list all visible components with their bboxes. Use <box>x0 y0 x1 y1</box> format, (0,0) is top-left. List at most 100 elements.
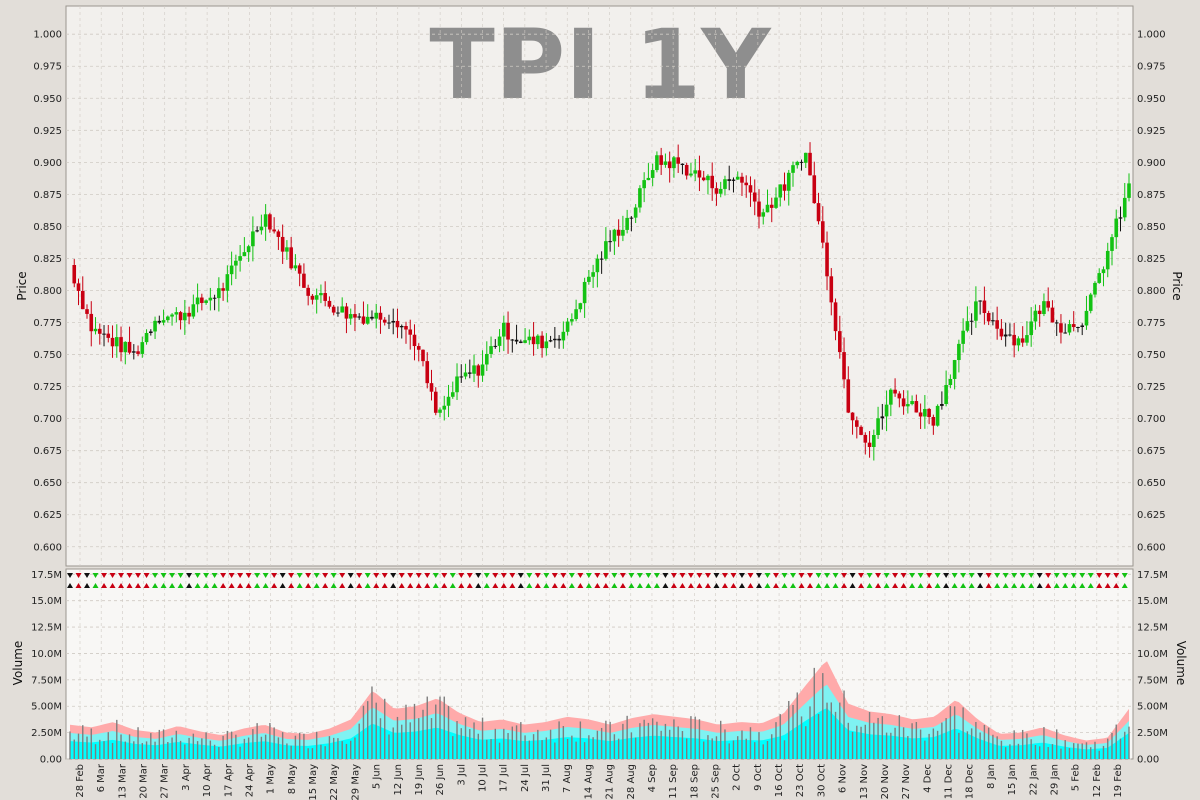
signal-marker <box>347 573 354 588</box>
date-tick-label: 25 Sep <box>711 764 722 799</box>
signal-marker <box>398 573 405 588</box>
signal-marker <box>645 573 652 588</box>
candle-body <box>1063 332 1068 334</box>
candle-body <box>774 197 778 208</box>
candle-body <box>659 155 663 165</box>
candle-body <box>982 300 987 314</box>
date-tick-label: 22 May <box>329 764 340 800</box>
candle-body <box>255 230 259 232</box>
date-tick-label: 20 Nov <box>880 764 891 800</box>
candle-body <box>833 302 838 332</box>
candle-body <box>502 322 506 337</box>
signal-marker <box>313 573 320 588</box>
candle-body <box>140 342 145 354</box>
signal-marker <box>968 573 975 588</box>
volume-tick-label-left: 0.00 <box>40 755 62 766</box>
signal-marker <box>356 573 363 588</box>
price-tick-label-left: 0.800 <box>33 286 62 297</box>
date-tick-label: 19 Jun <box>414 764 425 796</box>
candle-body <box>306 287 310 296</box>
candle-body <box>676 157 680 164</box>
candle-body <box>1050 307 1055 323</box>
candle-body <box>149 331 153 333</box>
date-tick-label: 16 Oct <box>774 764 785 797</box>
signal-marker <box>670 573 677 588</box>
candle-body <box>1076 327 1080 329</box>
price-tick-label-right: 0.900 <box>1137 158 1166 169</box>
candle-body <box>144 332 149 343</box>
signal-marker <box>1053 573 1060 588</box>
signal-marker <box>390 573 397 588</box>
date-tick-label: 17 Apr <box>223 763 234 797</box>
candle-body <box>570 319 574 322</box>
candle-body <box>331 306 336 313</box>
candle-body <box>229 265 234 275</box>
date-tick-label: 6 Mar <box>96 763 107 792</box>
date-tick-label: 24 Jul <box>520 764 531 792</box>
volume-tick-label-right: 10.0M <box>1137 649 1168 660</box>
signal-marker <box>985 573 992 588</box>
candle-body <box>1097 273 1102 283</box>
candle-body <box>217 288 221 299</box>
signal-marker <box>781 573 788 588</box>
signal-marker <box>1036 573 1043 588</box>
signal-marker <box>296 573 303 588</box>
candle-body <box>195 297 200 305</box>
candle-body <box>238 256 242 261</box>
price-tick-label-left: 0.725 <box>33 382 62 393</box>
candle-body <box>259 226 264 231</box>
date-tick-label: 10 Jul <box>477 764 488 792</box>
signal-marker <box>288 573 295 588</box>
candle-body <box>242 252 247 257</box>
signal-marker <box>449 573 456 588</box>
candle-body <box>136 351 140 354</box>
candle-body <box>918 412 923 417</box>
date-tick-label: 24 Apr <box>244 763 255 797</box>
volume-tick-label-right: 0.00 <box>1137 755 1159 766</box>
candle-body <box>340 306 344 313</box>
candle-body <box>680 163 685 165</box>
candle-body <box>510 339 515 341</box>
signal-marker <box>738 573 745 588</box>
date-tick-label: 5 Feb <box>1071 764 1082 791</box>
date-tick-label: 4 Dec <box>922 764 933 793</box>
candle-body <box>1114 218 1119 238</box>
candle-body <box>859 426 863 435</box>
signal-marker <box>271 573 278 588</box>
price-tick-label-right: 0.600 <box>1137 542 1166 553</box>
candle-body <box>701 177 706 181</box>
candle-body <box>906 404 910 407</box>
candle-body <box>114 337 119 347</box>
candle-body <box>183 312 187 321</box>
candle-body <box>348 314 353 319</box>
date-tick-label: 2 Oct <box>732 764 743 791</box>
candle-body <box>208 297 213 301</box>
signal-marker <box>909 573 916 588</box>
date-tick-label: 8 May <box>287 764 298 794</box>
candle-body <box>769 204 774 208</box>
candle-body <box>391 320 396 323</box>
volume-tick-label-right: 2.50M <box>1137 728 1168 739</box>
candle-body <box>225 274 230 291</box>
signal-marker <box>585 573 592 588</box>
candle-body <box>251 231 255 247</box>
signal-marker <box>1019 573 1026 588</box>
candle-body <box>876 418 880 435</box>
candle-body <box>940 404 944 406</box>
candle-body <box>799 161 804 163</box>
candle-body <box>795 161 800 166</box>
signal-marker <box>679 573 686 588</box>
candle-body <box>744 182 749 186</box>
candle-body <box>761 212 766 217</box>
candle-body <box>765 204 770 213</box>
date-tick-label: 13 Mar <box>117 763 128 799</box>
candle-body <box>684 164 689 176</box>
candle-body <box>604 241 608 259</box>
candle-body <box>646 177 651 181</box>
signal-marker <box>1062 573 1069 588</box>
candle-body <box>816 203 821 222</box>
candle-body <box>855 420 859 427</box>
signal-marker <box>483 573 490 588</box>
candle-body <box>1029 321 1033 336</box>
signal-marker <box>687 573 694 588</box>
